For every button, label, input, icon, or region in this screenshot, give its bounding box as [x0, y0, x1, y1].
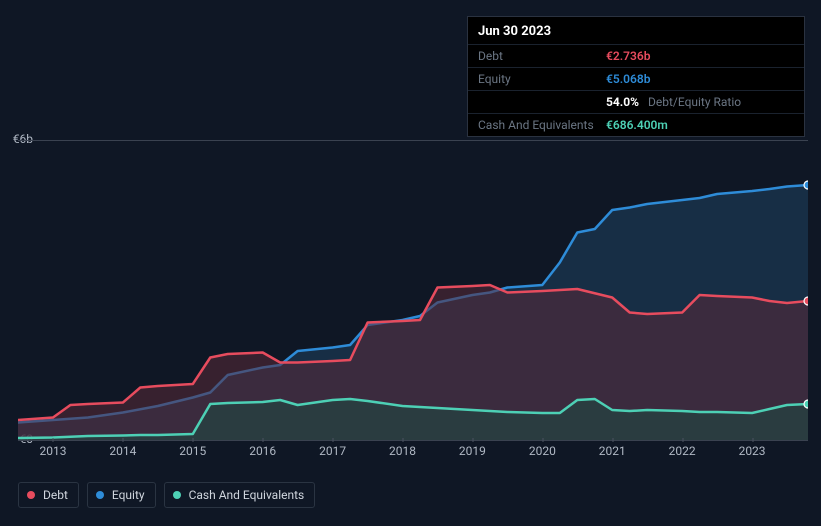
gridline-bottom: [18, 440, 808, 441]
x-tick: 2016: [249, 444, 276, 458]
tooltip-label: Equity: [478, 72, 606, 86]
x-tick: 2020: [529, 444, 556, 458]
legend-dot: [96, 491, 104, 499]
tooltip-label: [478, 95, 606, 109]
tooltip-panel: Jun 30 2023 Debt €2.736b Equity €5.068b …: [467, 16, 805, 137]
x-tick: 2021: [599, 444, 626, 458]
x-tick: 2015: [179, 444, 206, 458]
legend-label: Equity: [112, 488, 145, 502]
chart-plot[interactable]: [18, 140, 808, 440]
tooltip-date: Jun 30 2023: [468, 17, 804, 44]
legend-dot: [173, 491, 181, 499]
x-tick: 2013: [39, 444, 66, 458]
tooltip-row-equity: Equity €5.068b: [468, 67, 804, 90]
chart-area: €6b €0 201320142015201620172018201920202…: [0, 120, 821, 470]
x-tick: 2017: [319, 444, 346, 458]
tooltip-row-ratio: 54.0% Debt/Equity Ratio: [468, 90, 804, 113]
legend-item-equity[interactable]: Equity: [87, 482, 156, 508]
tooltip-row-debt: Debt €2.736b: [468, 44, 804, 67]
x-axis: 2013 2014 2015 2016 2017 2018 2019 2020 2021 2022…: [18, 444, 808, 464]
legend-dot: [27, 491, 35, 499]
x-tick: 2022: [669, 444, 696, 458]
legend: Debt Equity Cash And Equivalents: [18, 482, 315, 508]
x-tick: 2018: [389, 444, 416, 458]
tooltip-value: €5.068b: [606, 72, 650, 86]
x-tick: 2019: [459, 444, 486, 458]
tooltip-value: €2.736b: [606, 49, 650, 63]
legend-label: Cash And Equivalents: [189, 488, 305, 502]
tooltip-label: Debt: [478, 49, 606, 63]
tooltip-value: 54.0% Debt/Equity Ratio: [606, 95, 741, 109]
legend-label: Debt: [43, 488, 68, 502]
legend-item-debt[interactable]: Debt: [18, 482, 79, 508]
x-tick: 2023: [739, 444, 766, 458]
legend-item-cash[interactable]: Cash And Equivalents: [164, 482, 316, 508]
x-tick: 2014: [109, 444, 136, 458]
